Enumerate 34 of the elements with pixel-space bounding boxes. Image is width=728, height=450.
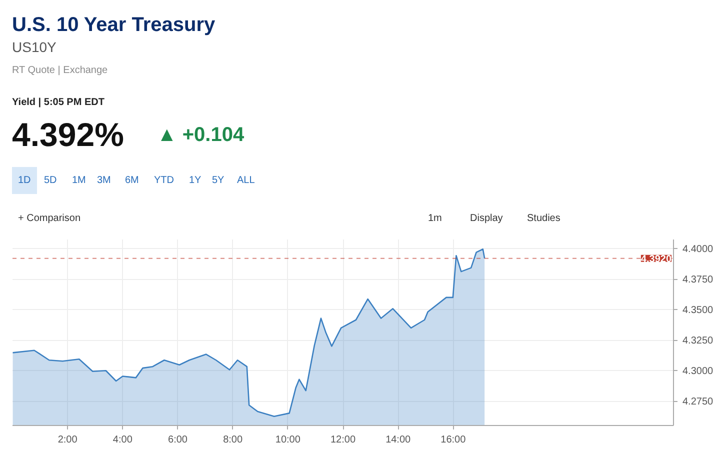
x-tick-label: 8:00 (223, 434, 244, 446)
text: 1M (71, 174, 87, 188)
text: Yield | 5:05 PM EDT (12, 97, 104, 108)
text: ALL (236, 174, 256, 188)
chart-title: U.S. 10 Year Treasury (12, 14, 216, 36)
y-tick-label: 4.2750 (682, 396, 714, 408)
text: YTD (153, 174, 175, 188)
text: 6M (124, 174, 140, 188)
y-tick-label: 4.3250 (682, 336, 714, 347)
text: 3M (96, 174, 112, 188)
text: 1Y (188, 174, 202, 188)
x-tick-label: 16:00 (440, 434, 466, 446)
text: RT Quote | Exchange (12, 65, 108, 76)
x-tick-label: 14:00 (386, 434, 412, 446)
chart-subtitle: US10Y (12, 39, 56, 56)
text: ▲ +0.104 (157, 124, 244, 146)
text: 1D (12, 167, 37, 194)
x-tick-label: 6:00 (168, 434, 188, 446)
text: 5Y (211, 174, 226, 188)
y-tick-label: 4.3750 (682, 274, 714, 286)
text: + Comparison (18, 213, 81, 224)
x-tick-label: 10:00 (275, 434, 301, 446)
y-tick-label: 4.3000 (682, 366, 714, 378)
y-tick-label: 4.3500 (682, 305, 714, 316)
x-tick-label: 2:00 (58, 434, 78, 446)
text: 1m (428, 213, 442, 224)
text: Display (470, 213, 503, 224)
x-tick-label: 4:00 (112, 434, 133, 446)
x-tick-label: 12:00 (330, 434, 356, 446)
y-tick-label: 4.4000 (682, 244, 714, 256)
ref-line-label: 4.3920 (640, 254, 672, 265)
text: 5D (43, 174, 58, 188)
text: 4.392% (12, 116, 124, 154)
text: Studies (527, 213, 560, 224)
